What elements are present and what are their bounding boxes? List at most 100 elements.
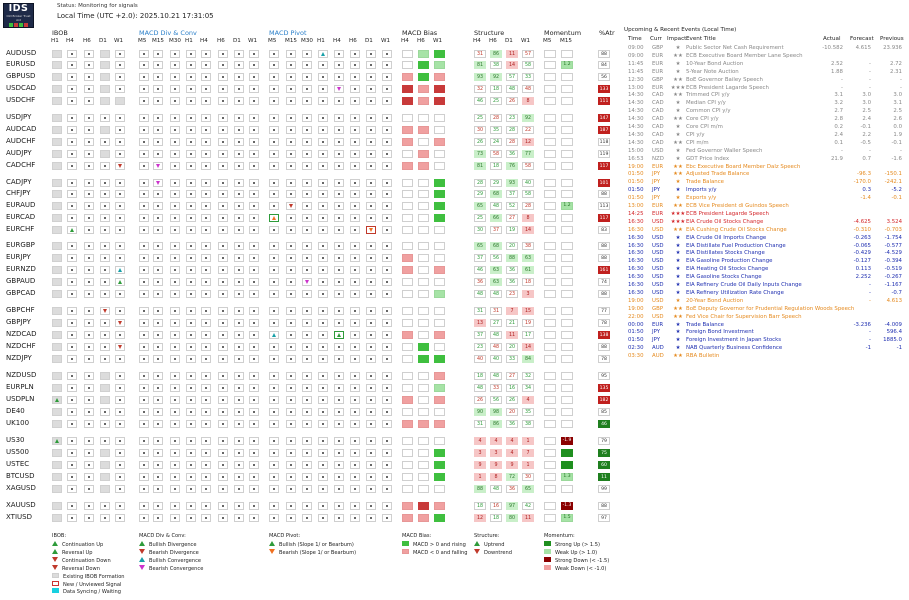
div-cell[interactable]	[218, 85, 228, 93]
symbol-eurjpy[interactable]: EURJPY	[6, 253, 31, 261]
pivot-cell[interactable]	[269, 420, 279, 428]
bias-cell[interactable]	[434, 396, 445, 404]
pivot-cell[interactable]	[366, 461, 376, 469]
ibob-cell[interactable]	[52, 437, 62, 445]
structure-cell[interactable]: 13	[474, 319, 486, 327]
bias-cell[interactable]	[402, 126, 413, 134]
bias-cell[interactable]	[418, 290, 429, 298]
div-cell[interactable]	[249, 384, 259, 392]
structure-cell[interactable]: 4	[474, 437, 486, 445]
structure-cell[interactable]: 36	[506, 278, 518, 286]
pivot-cell[interactable]	[302, 242, 312, 250]
ibob-cell[interactable]	[67, 408, 77, 416]
ibob-cell[interactable]	[52, 138, 62, 146]
structure-cell[interactable]: 38	[490, 61, 502, 69]
momentum-cell[interactable]	[544, 485, 556, 493]
div-cell[interactable]	[170, 226, 180, 234]
div-cell[interactable]	[186, 372, 196, 380]
div-cell[interactable]	[249, 190, 259, 198]
div-cell[interactable]	[201, 254, 211, 262]
pivot-cell[interactable]	[350, 114, 360, 122]
event-row[interactable]: 13:00 EUR ★★★ ECB President Lagarde Speech -…	[624, 84, 907, 92]
ibob-cell[interactable]	[67, 50, 77, 58]
ibob-cell[interactable]	[67, 449, 77, 457]
div-cell[interactable]	[201, 502, 211, 510]
bias-cell[interactable]	[434, 331, 445, 339]
pivot-cell[interactable]	[382, 61, 392, 69]
ibob-cell[interactable]	[100, 420, 110, 428]
pivot-cell[interactable]	[382, 85, 392, 93]
ibob-cell[interactable]	[52, 461, 62, 469]
bias-cell[interactable]	[402, 290, 413, 298]
ibob-cell[interactable]	[115, 408, 125, 416]
bias-cell[interactable]	[434, 319, 445, 327]
pivot-cell[interactable]	[382, 179, 392, 187]
pivot-cell[interactable]	[269, 461, 279, 469]
div-cell[interactable]	[153, 266, 163, 274]
pivot-cell[interactable]	[318, 126, 328, 134]
ibob-cell[interactable]	[115, 126, 125, 134]
structure-cell[interactable]: 98	[490, 408, 502, 416]
div-cell[interactable]	[234, 114, 244, 122]
momentum-cell[interactable]	[544, 97, 556, 105]
div-cell[interactable]	[186, 114, 196, 122]
atr-cell[interactable]: 135	[598, 384, 610, 392]
pivot-cell[interactable]	[366, 396, 376, 404]
event-row[interactable]: 14:25 EUR ★★★ ECB President Lagarde Speech	[624, 210, 907, 218]
pivot-cell[interactable]	[286, 437, 296, 445]
div-cell[interactable]	[170, 50, 180, 58]
bias-cell[interactable]	[434, 214, 445, 222]
div-cell[interactable]	[186, 384, 196, 392]
div-cell[interactable]	[186, 449, 196, 457]
pivot-cell[interactable]	[350, 179, 360, 187]
div-cell[interactable]	[139, 420, 149, 428]
structure-cell[interactable]: 4	[506, 437, 518, 445]
atr-cell[interactable]: 88	[598, 190, 610, 198]
pivot-cell[interactable]	[302, 372, 312, 380]
pivot-cell[interactable]	[334, 214, 344, 222]
structure-cell[interactable]: 68	[490, 242, 502, 250]
momentum-cell[interactable]	[561, 97, 573, 105]
div-cell[interactable]	[139, 138, 149, 146]
structure-cell[interactable]: 90	[474, 408, 486, 416]
pivot-cell[interactable]	[269, 473, 279, 481]
div-cell[interactable]	[234, 461, 244, 469]
div-cell[interactable]	[249, 138, 259, 146]
pivot-cell[interactable]	[382, 396, 392, 404]
div-cell[interactable]	[249, 514, 259, 522]
pivot-cell[interactable]	[334, 114, 344, 122]
pivot-cell[interactable]	[269, 138, 279, 146]
bias-cell[interactable]	[418, 254, 429, 262]
bias-cell[interactable]	[418, 331, 429, 339]
pivot-cell[interactable]	[286, 50, 296, 58]
ibob-cell[interactable]	[84, 254, 94, 262]
ibob-cell[interactable]	[100, 97, 110, 105]
structure-cell[interactable]: 31	[474, 50, 486, 58]
pivot-cell[interactable]	[269, 97, 279, 105]
div-cell[interactable]	[218, 319, 228, 327]
pivot-cell[interactable]	[269, 384, 279, 392]
structure-cell[interactable]: 24	[490, 138, 502, 146]
pivot-cell[interactable]	[350, 214, 360, 222]
ibob-cell[interactable]	[100, 319, 110, 327]
structure-cell[interactable]: 58	[522, 61, 534, 69]
div-cell[interactable]	[249, 396, 259, 404]
bias-cell[interactable]	[434, 242, 445, 250]
bias-cell[interactable]	[402, 73, 413, 81]
symbol-xagusd[interactable]: XAGUSD	[6, 484, 36, 492]
bias-cell[interactable]	[402, 138, 413, 146]
pivot-cell[interactable]	[350, 126, 360, 134]
pivot-cell[interactable]	[286, 179, 296, 187]
structure-cell[interactable]: 1	[474, 473, 486, 481]
pivot-cell[interactable]	[366, 97, 376, 105]
div-cell[interactable]	[153, 384, 163, 392]
ibob-cell[interactable]	[84, 97, 94, 105]
structure-cell[interactable]: 11	[522, 514, 534, 522]
pivot-cell[interactable]	[286, 242, 296, 250]
momentum-cell[interactable]	[561, 126, 573, 134]
pivot-cell[interactable]	[366, 254, 376, 262]
symbol-eurnzd[interactable]: EURNZD	[6, 265, 36, 273]
bias-cell[interactable]	[402, 437, 413, 445]
div-cell[interactable]	[186, 437, 196, 445]
bias-cell[interactable]	[402, 202, 413, 210]
